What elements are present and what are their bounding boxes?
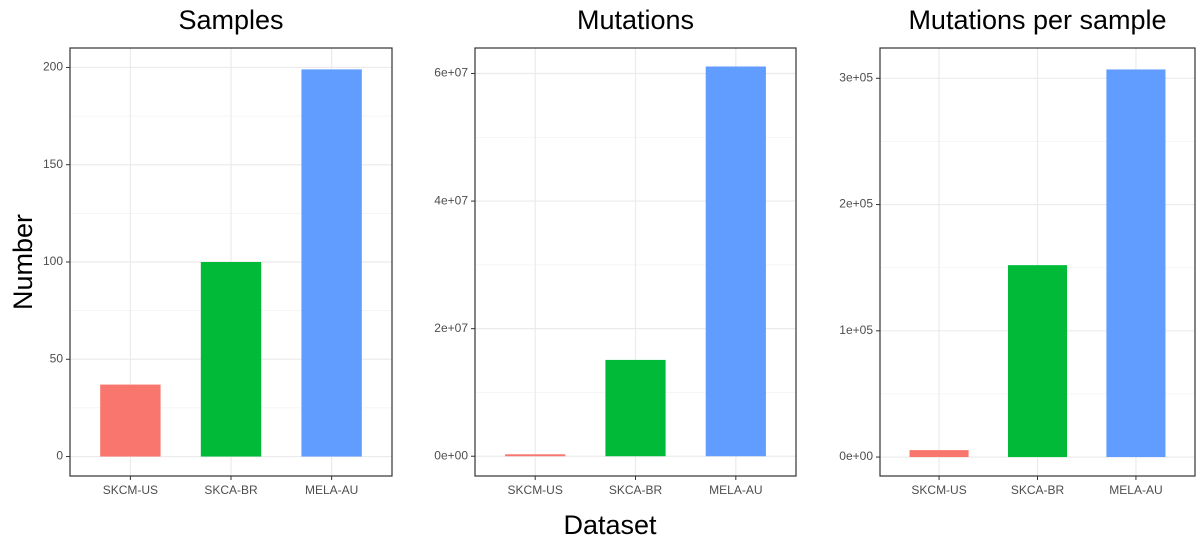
x-tick-label: MELA-AU — [305, 483, 358, 497]
x-axis-label: Dataset — [563, 510, 657, 540]
y-tick-label: 0e+00 — [434, 448, 468, 462]
x-tick-label: MELA-AU — [709, 483, 762, 497]
bar — [100, 384, 161, 457]
y-tick-label: 100 — [43, 254, 63, 268]
y-axis-label: Number — [8, 214, 38, 310]
y-tick-label: 50 — [50, 351, 64, 365]
bar — [705, 66, 766, 457]
y-tick-label: 6e+07 — [434, 66, 468, 80]
y-tick-label: 1e+05 — [839, 323, 873, 337]
x-tick-label: SKCM-US — [103, 483, 158, 497]
bar — [1007, 265, 1068, 458]
bar — [505, 454, 566, 457]
bar — [1106, 69, 1166, 458]
bar — [605, 359, 666, 457]
x-tick-label: SKCM-US — [911, 483, 966, 497]
x-tick-label: SKCA-BR — [1011, 483, 1065, 497]
y-tick-label: 0e+00 — [839, 449, 873, 463]
bar — [301, 69, 362, 457]
y-tick-label: 0 — [56, 449, 63, 463]
y-tick-label: 4e+07 — [434, 193, 468, 207]
y-tick-label: 2e+05 — [839, 197, 873, 211]
y-tick-label: 2e+07 — [434, 321, 468, 335]
plot-border — [69, 47, 393, 477]
bar — [909, 450, 969, 458]
x-tick-label: SKCA-BR — [609, 483, 663, 497]
x-tick-label: SKCM-US — [508, 483, 563, 497]
y-tick-label: 3e+05 — [839, 70, 873, 84]
chart-title: Mutations — [577, 5, 694, 35]
x-tick-label: SKCA-BR — [204, 483, 258, 497]
y-tick-label: 150 — [43, 157, 63, 171]
plot-border — [474, 47, 797, 477]
chart-title: Samples — [178, 5, 283, 35]
y-tick-label: 200 — [43, 60, 63, 74]
plot-border — [879, 47, 1196, 477]
chart-title: Mutations per sample — [908, 5, 1166, 35]
x-tick-label: MELA-AU — [1109, 483, 1162, 497]
bar — [200, 262, 262, 457]
